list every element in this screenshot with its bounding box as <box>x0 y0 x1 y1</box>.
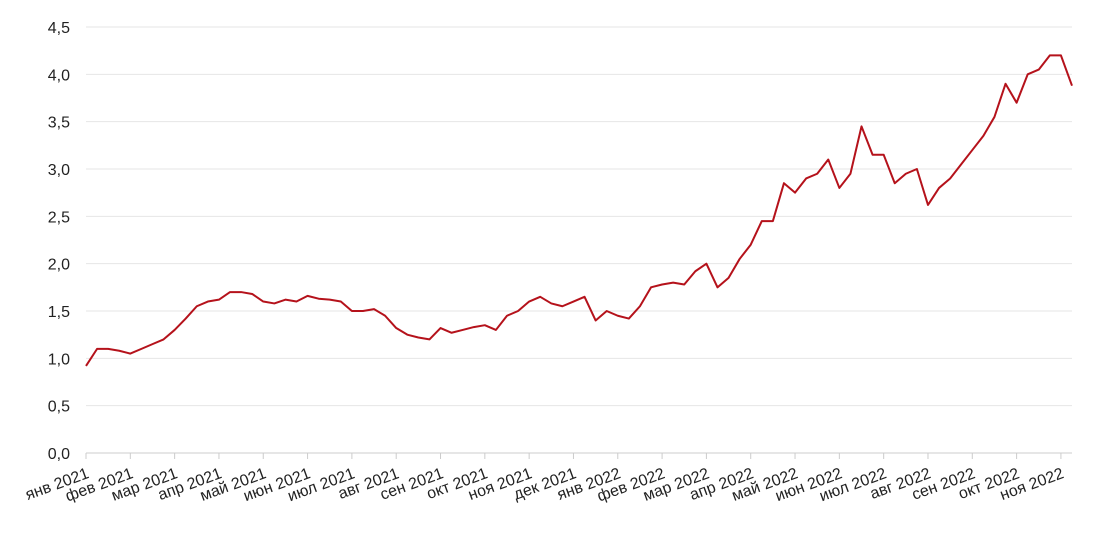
y-tick-label: 0,5 <box>48 399 70 416</box>
y-tick-label: 0,0 <box>48 446 70 463</box>
y-tick-label: 3,5 <box>48 115 70 132</box>
line-series <box>85 54 1073 367</box>
y-tick-label: 3,0 <box>48 162 70 179</box>
y-tick-label: 2,5 <box>48 209 70 226</box>
y-tick-label: 4,0 <box>48 67 70 84</box>
y-tick-label: 4,5 <box>48 20 70 37</box>
y-tick-label: 1,5 <box>48 304 70 321</box>
y-tick-label: 1,0 <box>48 351 70 368</box>
y-tick-label: 2,0 <box>48 257 70 274</box>
